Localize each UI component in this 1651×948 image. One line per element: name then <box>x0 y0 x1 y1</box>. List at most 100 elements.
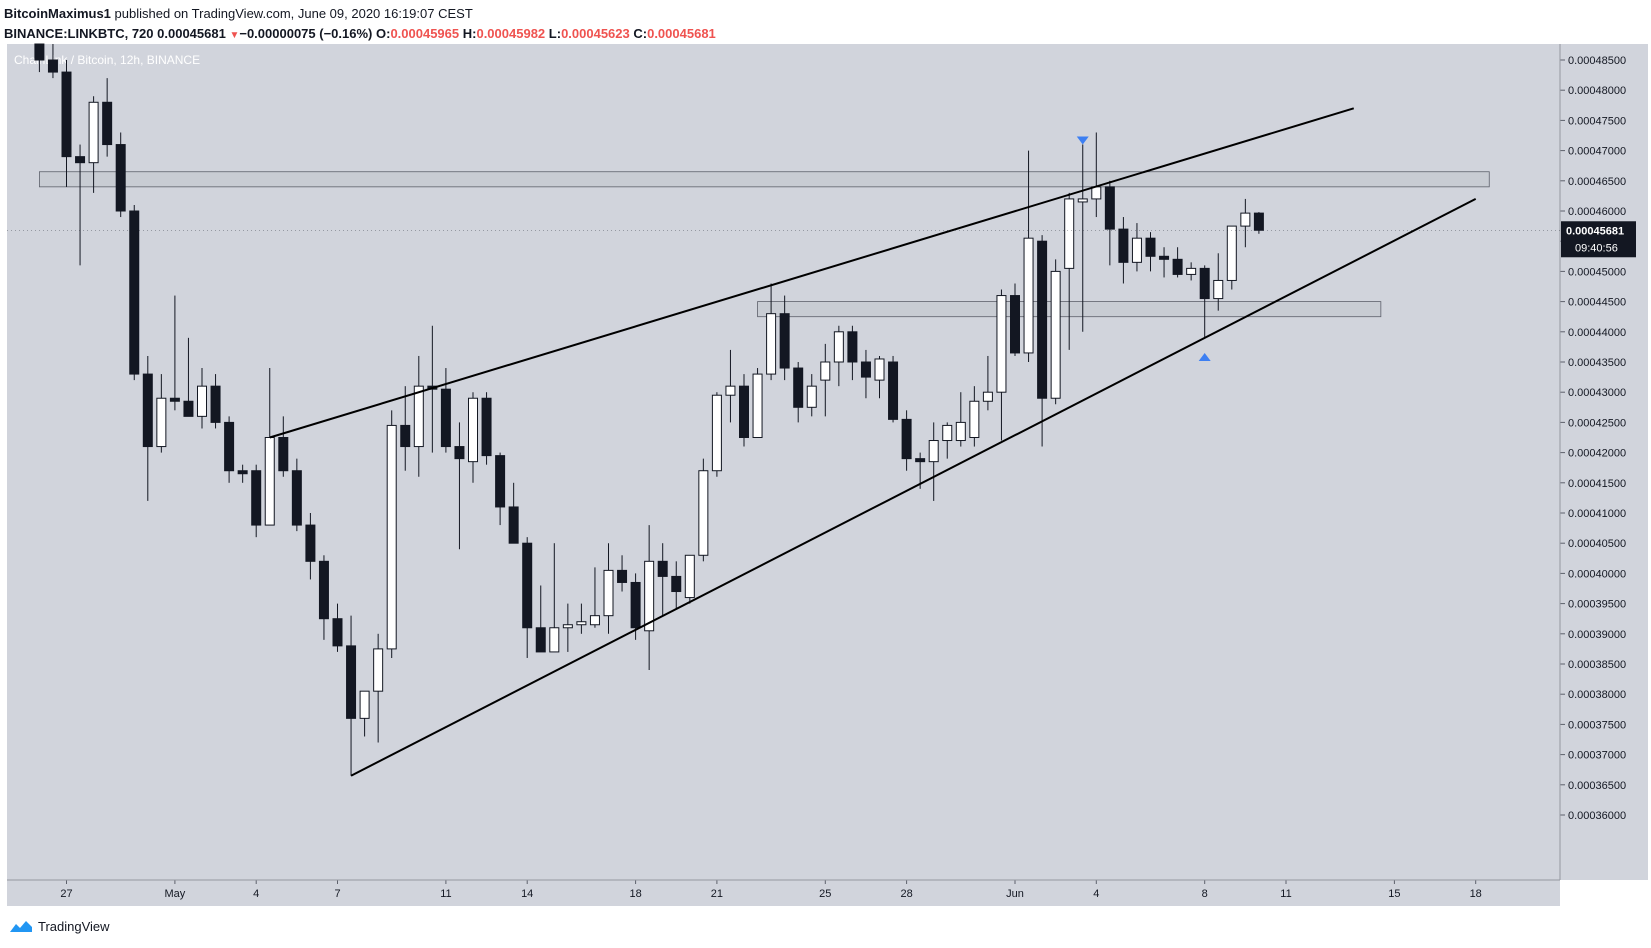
down-arrow-marker[interactable] <box>1076 136 1089 145</box>
bullish-candle[interactable] <box>942 422 953 459</box>
bearish-candle[interactable] <box>129 204 140 381</box>
bearish-candle[interactable] <box>1159 247 1170 278</box>
bullish-candle[interactable] <box>996 289 1007 441</box>
symbol-label[interactable]: BINANCE:LINKBTC, 720 <box>4 26 154 41</box>
bearish-candle[interactable] <box>522 537 533 658</box>
bearish-candle[interactable] <box>888 355 899 423</box>
candle-body <box>644 560 655 632</box>
bullish-candle[interactable] <box>88 96 99 193</box>
bullish-candle[interactable] <box>766 283 777 381</box>
bearish-candle[interactable] <box>739 374 749 447</box>
bearish-candle[interactable] <box>251 464 262 538</box>
bullish-candle[interactable] <box>1064 192 1075 350</box>
bullish-candle[interactable] <box>468 392 478 483</box>
bullish-candle[interactable] <box>725 349 736 423</box>
up-arrow-marker[interactable] <box>1198 352 1211 361</box>
bearish-candle[interactable] <box>1145 232 1156 272</box>
bearish-candle[interactable] <box>440 368 451 453</box>
bearish-candle[interactable] <box>1104 180 1115 266</box>
bearish-candle[interactable] <box>535 585 546 653</box>
bullish-candle[interactable] <box>359 690 370 737</box>
bearish-candle[interactable] <box>495 452 506 526</box>
bullish-candle[interactable] <box>1077 144 1088 332</box>
author-name[interactable]: BitcoinMaximus1 <box>4 6 111 21</box>
bullish-candle[interactable] <box>562 603 573 652</box>
bullish-candle[interactable] <box>698 458 709 562</box>
bullish-candle[interactable] <box>1240 198 1251 248</box>
bearish-candle[interactable] <box>346 615 357 776</box>
bullish-candle[interactable] <box>982 355 993 411</box>
lower-wedge-line[interactable] <box>350 198 1477 777</box>
bullish-candle[interactable] <box>1213 253 1224 311</box>
bearish-candle[interactable] <box>901 410 912 471</box>
bullish-candle[interactable] <box>711 392 722 477</box>
bearish-candle[interactable] <box>671 561 682 610</box>
upper-wedge-line[interactable] <box>269 107 1355 439</box>
bullish-candle[interactable] <box>197 368 207 429</box>
bearish-candle[interactable] <box>1010 283 1020 356</box>
price-axis[interactable] <box>1560 44 1648 880</box>
bearish-candle[interactable] <box>847 325 858 381</box>
resistance-zone[interactable] <box>39 171 1490 188</box>
time-axis[interactable] <box>7 880 1560 906</box>
bearish-candle[interactable] <box>61 60 72 187</box>
bearish-candle[interactable] <box>237 464 248 483</box>
bullish-candle[interactable] <box>576 603 587 634</box>
bearish-candle[interactable] <box>142 355 153 501</box>
candle-body <box>698 470 709 556</box>
bullish-candle[interactable] <box>156 374 167 453</box>
bullish-candle[interactable] <box>1186 262 1197 281</box>
bullish-candle[interactable] <box>549 543 560 653</box>
bearish-candle[interactable] <box>75 144 86 266</box>
bearish-candle[interactable] <box>779 295 790 381</box>
bullish-candle[interactable] <box>413 355 424 477</box>
bullish-candle[interactable] <box>1131 223 1142 272</box>
bearish-candle[interactable] <box>1037 235 1048 447</box>
bearish-candle[interactable] <box>400 386 411 471</box>
bearish-candle[interactable] <box>657 543 668 616</box>
bearish-candle[interactable] <box>318 555 329 640</box>
bearish-candle[interactable] <box>115 132 126 218</box>
bullish-candle[interactable] <box>752 368 763 438</box>
bearish-candle[interactable] <box>617 555 628 592</box>
bullish-candle[interactable] <box>969 386 980 447</box>
bearish-candle[interactable] <box>332 603 343 652</box>
bullish-candle[interactable] <box>684 554 695 604</box>
bullish-candle[interactable] <box>603 543 614 634</box>
bearish-candle[interactable] <box>508 482 519 544</box>
bullish-candle[interactable] <box>820 343 831 417</box>
bullish-candle[interactable] <box>644 525 655 671</box>
bullish-candle[interactable] <box>1226 225 1237 290</box>
bullish-candle[interactable] <box>1023 150 1034 362</box>
bearish-candle[interactable] <box>102 78 113 157</box>
bearish-candle[interactable] <box>291 458 302 532</box>
plot-area[interactable] <box>7 44 1560 880</box>
bearish-candle[interactable] <box>305 513 316 580</box>
bullish-candle[interactable] <box>833 325 844 387</box>
bullish-candle[interactable] <box>955 392 966 447</box>
bearish-candle[interactable] <box>481 392 492 465</box>
bearish-candle[interactable] <box>278 416 289 477</box>
bullish-candle[interactable] <box>1050 259 1061 405</box>
bearish-candle[interactable] <box>47 44 58 79</box>
bullish-candle[interactable] <box>928 422 939 501</box>
bearish-candle[interactable] <box>224 416 235 483</box>
bearish-candle[interactable] <box>34 43 45 73</box>
bearish-candle[interactable] <box>1199 265 1210 338</box>
bullish-candle[interactable] <box>386 410 397 658</box>
bearish-candle[interactable] <box>1118 217 1129 284</box>
bearish-candle[interactable] <box>793 362 804 423</box>
bearish-candle[interactable] <box>454 422 465 550</box>
bullish-candle[interactable] <box>373 633 384 743</box>
bearish-candle[interactable] <box>183 337 194 417</box>
bearish-candle[interactable] <box>210 374 221 429</box>
bearish-candle[interactable] <box>860 349 871 399</box>
bullish-candle[interactable] <box>874 355 885 399</box>
bullish-candle[interactable] <box>806 374 817 417</box>
bearish-candle[interactable] <box>1172 247 1183 278</box>
tradingview-logo[interactable]: TradingView <box>8 918 110 934</box>
bearish-candle[interactable] <box>1253 212 1264 234</box>
bullish-candle[interactable] <box>589 567 600 628</box>
bearish-candle[interactable] <box>169 295 180 411</box>
